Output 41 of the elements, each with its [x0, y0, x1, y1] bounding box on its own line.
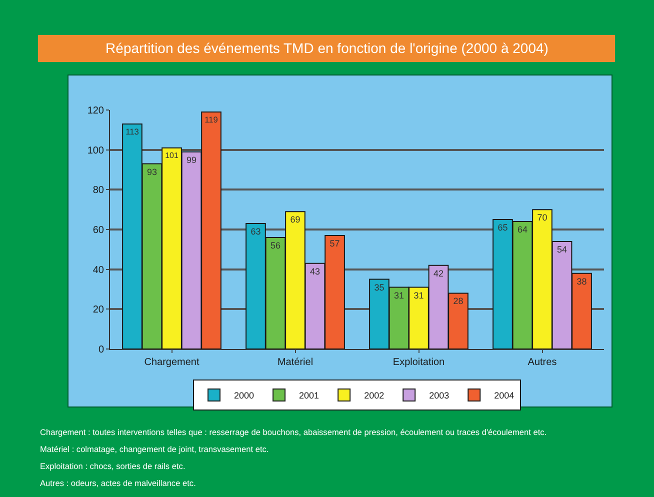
data-label: 101 [165, 150, 179, 160]
data-label: 65 [498, 222, 508, 233]
legend-label: 2001 [299, 390, 320, 401]
data-label: 113 [126, 126, 140, 136]
data-label: 43 [310, 266, 320, 276]
data-label: 64 [517, 224, 528, 235]
data-label: 56 [270, 240, 280, 250]
text: Autres : odeurs, actes de malveillance etc. [40, 478, 196, 488]
data-label: 57 [330, 238, 340, 248]
data-label: 69 [290, 214, 300, 225]
data-label: 93 [146, 166, 157, 177]
data-label: 35 [374, 282, 384, 292]
data-label: 54 [557, 244, 568, 254]
y-tick-label: 40 [92, 264, 104, 276]
data-label: 99 [186, 154, 197, 165]
x-tick-label: Chargement [144, 357, 200, 368]
y-tick-label: 100 [87, 145, 104, 156]
data-label: 119 [204, 114, 218, 124]
legend-label: 2003 [429, 390, 450, 401]
y-tick-label: 20 [92, 304, 104, 316]
y-tick-label: 120 [87, 106, 104, 116]
legend-label: 2000 [234, 390, 254, 401]
data-label: 42 [434, 268, 444, 278]
data-label: 38 [576, 276, 587, 286]
text: Exploitation : chocs, sorties de rails etc. [40, 461, 186, 471]
text: Matériel : colmatage, changement de joint, transvasement etc. [40, 444, 269, 454]
data-label: 63 [250, 226, 261, 237]
x-tick-label: Matériel [277, 357, 314, 368]
y-tick-label: 60 [92, 225, 104, 236]
y-tick-label: 0 [98, 344, 104, 356]
data-label: 28 [453, 296, 464, 306]
legend-label: 2004 [494, 390, 514, 401]
data-label: 70 [537, 212, 548, 223]
legend-label: 2002 [364, 390, 384, 401]
x-tick-label: Autres [528, 357, 557, 368]
data-label: 31 [394, 290, 404, 300]
x-tick-label: Exploitation [392, 357, 445, 368]
text: Chargement : toutes interventions telles que : resserrage de bouchons, abaissement de pression, écoulement ou traces d'écoulement etc. [40, 427, 547, 437]
chart-title: Répartition des événements TMD en fonction de l'origine (2000 à 2004) [106, 40, 548, 56]
y-tick-label: 80 [92, 185, 104, 196]
data-label: 31 [414, 290, 424, 300]
